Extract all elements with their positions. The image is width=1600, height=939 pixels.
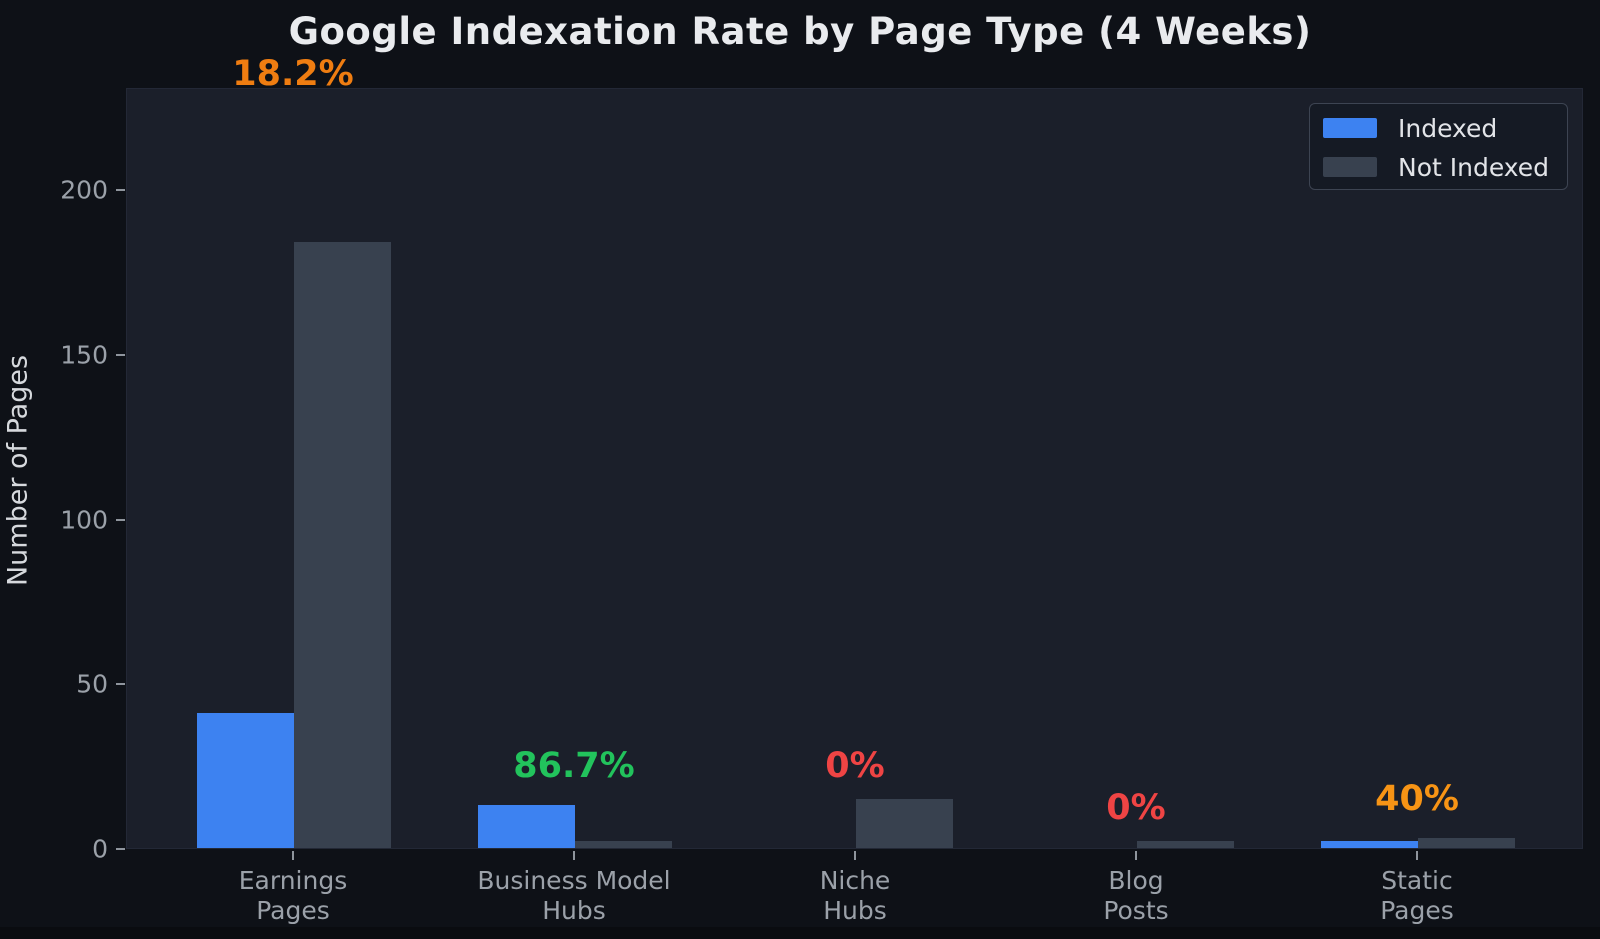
- y-tick-label-50: 50: [76, 669, 108, 699]
- x-tick-label-line: Hubs: [542, 896, 606, 925]
- x-tick-mark-earnings-pages: [292, 851, 294, 860]
- x-tick-label-niche-hubs: Niche Hubs: [705, 866, 1005, 926]
- legend-swatch-not-indexed: [1323, 157, 1377, 177]
- bar-indexed-earnings-pages: [197, 712, 294, 848]
- y-tick-mark-100: [116, 518, 125, 521]
- bar-indexed-static-pages: [1321, 841, 1418, 848]
- x-tick-label-line: Hubs: [823, 896, 887, 925]
- x-tick-label-line: Business Model: [477, 866, 671, 895]
- chart-title: Google Indexation Rate by Page Type (4 W…: [288, 10, 1312, 53]
- x-tick-mark-blog-posts: [1135, 851, 1137, 860]
- y-tick-mark-150: [116, 353, 125, 356]
- y-tick-mark-200: [116, 189, 125, 192]
- legend: Indexed Not Indexed: [1309, 103, 1568, 190]
- bar-not-indexed-niche-hubs: [856, 798, 953, 848]
- x-tick-label-line: Posts: [1103, 896, 1169, 925]
- plot-area: [126, 88, 1583, 849]
- y-tick-mark-50: [116, 683, 125, 686]
- y-tick-label-200: 200: [60, 175, 108, 205]
- bar-not-indexed-business-model-hubs: [575, 841, 672, 848]
- y-tick-mark-0: [116, 848, 125, 850]
- x-tick-label-line: Pages: [256, 896, 330, 925]
- bar-indexed-business-model-hubs: [478, 805, 575, 848]
- x-tick-mark-static-pages: [1416, 851, 1418, 860]
- rate-label-business-model-hubs: 86.7%: [513, 745, 635, 786]
- y-axis-label: Number of Pages: [2, 354, 34, 587]
- legend-label-indexed: Indexed: [1398, 114, 1498, 143]
- x-tick-label-line: Niche: [819, 866, 891, 895]
- rate-label-niche-hubs: 0%: [825, 745, 885, 786]
- x-tick-mark-business-model-hubs: [573, 851, 575, 860]
- legend-label-not-indexed: Not Indexed: [1398, 153, 1550, 182]
- y-tick-label-0: 0: [92, 834, 108, 864]
- bar-not-indexed-static-pages: [1418, 838, 1515, 848]
- rate-label-static-pages: 40%: [1375, 778, 1459, 819]
- bar-not-indexed-earnings-pages: [294, 241, 391, 848]
- bottom-strip: [0, 927, 1600, 939]
- legend-swatch-indexed: [1323, 118, 1377, 138]
- bar-not-indexed-blog-posts: [1137, 841, 1234, 848]
- x-tick-label-line: Earnings: [238, 866, 348, 895]
- x-tick-label-earnings-pages: Earnings Pages: [143, 866, 443, 926]
- x-tick-label-line: Blog: [1108, 866, 1164, 895]
- x-tick-label-business-model-hubs: Business Model Hubs: [424, 866, 724, 926]
- y-tick-label-150: 150: [60, 340, 108, 370]
- rate-label-blog-posts: 0%: [1106, 788, 1166, 829]
- x-tick-label-line: Pages: [1380, 896, 1454, 925]
- x-tick-label-static-pages: Static Pages: [1267, 866, 1567, 926]
- rate-label-earnings-pages: 18.2%: [232, 53, 354, 94]
- x-tick-mark-niche-hubs: [854, 851, 856, 860]
- x-tick-label-blog-posts: Blog Posts: [986, 866, 1286, 926]
- y-tick-label-100: 100: [60, 505, 108, 535]
- x-tick-label-line: Static: [1381, 866, 1453, 895]
